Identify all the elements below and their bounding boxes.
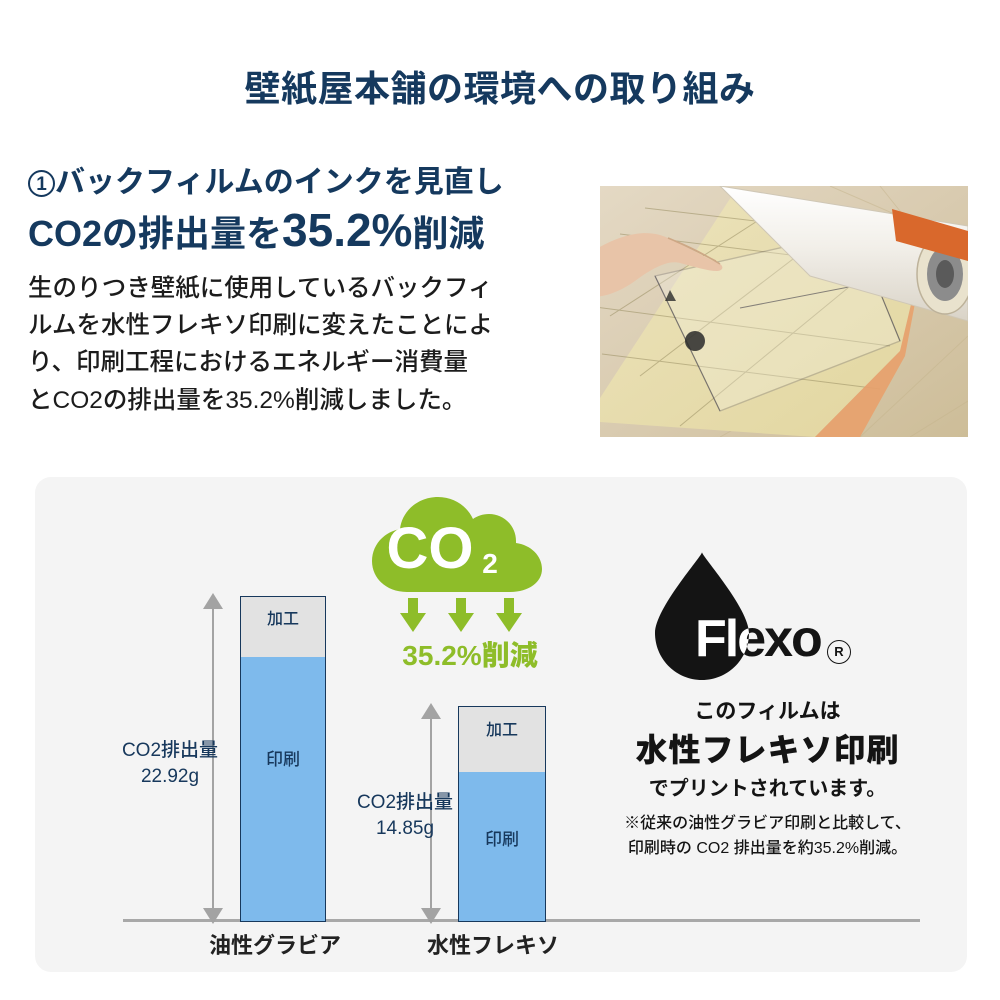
svg-text:CO: CO <box>387 516 474 581</box>
svg-text:2: 2 <box>482 548 498 579</box>
